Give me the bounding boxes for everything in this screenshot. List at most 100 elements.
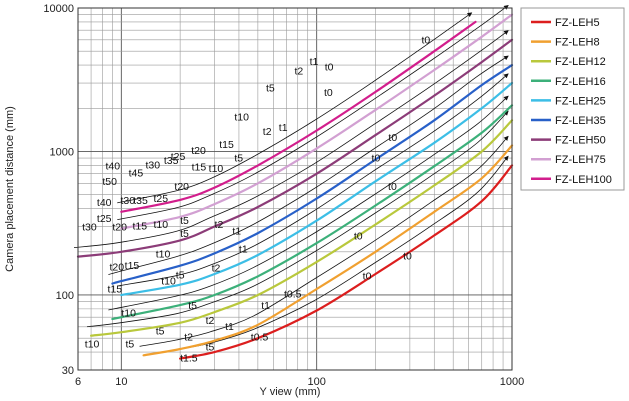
tube-label: t10 — [161, 276, 176, 288]
tube-label: t1 — [261, 300, 270, 312]
tube-label: t15 — [192, 161, 207, 173]
tube-label: t10 — [85, 339, 100, 351]
series-line — [120, 20, 477, 213]
tube-label: t15 — [125, 260, 140, 272]
tube-label: t0 — [354, 230, 363, 242]
tube-label: t5 — [206, 342, 215, 354]
tube-label: t10 — [153, 219, 168, 231]
bracket-line — [176, 155, 509, 350]
tube-label: t1 — [239, 244, 248, 256]
tube-label: t10 — [156, 249, 171, 261]
tube-label: t0 — [421, 35, 430, 47]
y-tick-label: 30 — [62, 365, 74, 377]
tube-label: t5 — [176, 270, 185, 282]
legend-label: FZ-LEH25 — [555, 95, 606, 107]
tube-label: t50 — [102, 176, 117, 188]
legend-label: FZ-LEH5 — [555, 17, 600, 29]
tube-label: t2 — [215, 219, 224, 231]
plot-frame — [77, 7, 513, 371]
tube-label: t15 — [219, 139, 234, 151]
tube-label: t1.5 — [180, 352, 198, 364]
legend-label: FZ-LEH8 — [555, 37, 600, 49]
tube-label: t1 — [232, 225, 241, 237]
tube-label: t2 — [294, 65, 303, 77]
tube-label: t0 — [325, 61, 334, 73]
tube-label: t0 — [372, 153, 381, 165]
tube-label: t30 — [120, 195, 135, 207]
legend-label: FZ-LEH35 — [555, 115, 606, 127]
tube-label: t2 — [206, 315, 215, 327]
series-line — [120, 13, 514, 230]
tube-label: t35 — [133, 195, 148, 207]
x-tick-label: 100 — [307, 376, 325, 388]
series-line — [111, 104, 514, 321]
tube-label: t1 — [310, 56, 319, 68]
tube-label: t30 — [146, 159, 161, 171]
bracket-line — [108, 95, 509, 311]
x-tick-label: 1000 — [500, 376, 524, 388]
bracket-line — [117, 5, 509, 220]
bracket-line — [117, 12, 473, 204]
tube-label: t2 — [212, 262, 221, 274]
tube-label: t0.5 — [251, 332, 269, 344]
tube-label: t5 — [125, 339, 134, 351]
y-axis-title: Camera placement distance (mm) — [4, 106, 16, 272]
tube-label: t2 — [184, 332, 193, 344]
tube-label: t0 — [363, 271, 372, 283]
tube-label: t20 — [112, 221, 127, 233]
series-line — [142, 144, 514, 357]
x-tick-label: 10 — [115, 376, 127, 388]
legend-label: FZ-LEH75 — [555, 154, 606, 166]
tube-label: t45 — [129, 168, 144, 180]
tube-label: t1 — [225, 321, 234, 333]
series-line — [90, 119, 514, 337]
tube-bracket-lines — [73, 5, 509, 350]
bracket-line — [139, 135, 509, 347]
legend-label: FZ-LEH16 — [555, 76, 606, 88]
legend-label: FZ-LEH12 — [555, 56, 606, 68]
tube-label: t0.5 — [284, 289, 302, 301]
tube-label: t2 — [263, 126, 272, 138]
series-line — [111, 63, 514, 285]
tube-label: t5 — [156, 326, 165, 338]
tube-label: t5 — [180, 228, 189, 240]
y-tick-label: 1000 — [50, 146, 74, 158]
legend-label: FZ-LEH100 — [555, 174, 612, 186]
tube-label: t0 — [388, 132, 397, 144]
tube-label: t5 — [188, 300, 197, 312]
tube-label: t5 — [266, 83, 275, 95]
tube-label: t15 — [108, 284, 123, 296]
y-tick-label: 10000 — [43, 3, 74, 15]
bracket-line — [73, 30, 509, 248]
x-axis-ticks: 6 10 100 1000 — [75, 376, 524, 388]
tube-label: t5 — [180, 215, 189, 227]
tube-label: t20 — [110, 262, 125, 274]
tube-label: t10 — [121, 307, 136, 319]
tube-label: t10 — [209, 163, 224, 175]
series-line — [76, 38, 514, 258]
tube-label: t40 — [106, 161, 121, 173]
y-axis-ticks: 30 100 1000 10000 — [43, 3, 74, 377]
legend-label: FZ-LEH50 — [555, 135, 606, 147]
tube-label: t35 — [164, 155, 179, 167]
tube-label: t25 — [153, 193, 168, 205]
tube-label: t1 — [279, 122, 288, 134]
tube-label: t0 — [403, 250, 412, 262]
plot-border — [77, 7, 513, 371]
tube-label: t25 — [171, 151, 186, 163]
tube-label: t15 — [132, 220, 147, 232]
tube-label: t0 — [324, 87, 333, 99]
series-layer — [76, 13, 514, 360]
tube-label: t20 — [174, 181, 189, 193]
tube-label: t5 — [234, 153, 243, 165]
series-line — [120, 81, 514, 297]
tube-label: t10 — [234, 112, 249, 124]
bracket-line — [117, 73, 509, 287]
bracket-line — [108, 55, 509, 275]
tube-label: t20 — [191, 145, 206, 157]
x-tick-label: 6 — [75, 376, 81, 388]
legend: FZ-LEH5 FZ-LEH8 FZ-LEH12 FZ-LEH16 FZ-LEH25 FZ… — [520, 7, 625, 191]
tube-label: t25 — [97, 213, 112, 225]
